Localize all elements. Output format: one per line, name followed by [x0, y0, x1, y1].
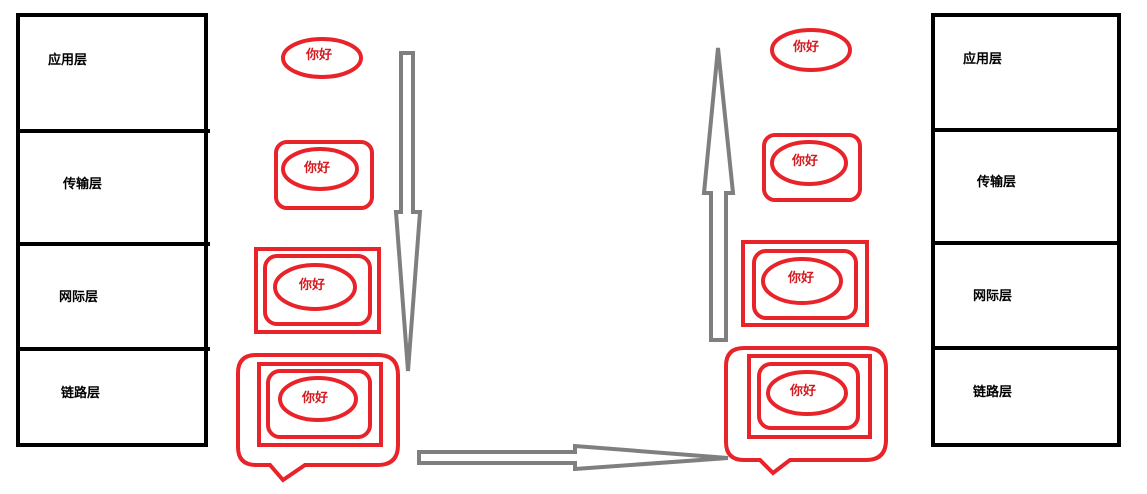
down-arrow-icon	[393, 51, 423, 372]
left-layer-stack: 应用层 传输层 网际层 链路层	[16, 13, 210, 447]
right-packet-transport-text: 你好	[791, 153, 818, 169]
flow-arrows	[393, 47, 736, 472]
left-layer-application-label: 应用层	[48, 52, 87, 68]
data-ellipse	[770, 28, 852, 72]
packet-texts: 你好 你好 你好 你好 你好 你好 你好 你好	[298, 39, 819, 406]
right-packet-internet-text: 你好	[787, 270, 814, 286]
data-ellipse	[273, 263, 357, 311]
internet-wrapper	[254, 247, 381, 334]
right-packet-application	[770, 28, 852, 72]
right-packet-application-text: 你好	[792, 39, 819, 55]
data-ellipse	[766, 370, 848, 416]
link-frame-bubble	[236, 353, 400, 483]
left-layer-transport-label: 传输层	[62, 176, 102, 192]
left-layer-internet-label: 网际层	[59, 290, 98, 305]
left-packet-transport	[274, 140, 374, 210]
right-packet-internet	[741, 240, 869, 327]
transport-wrapper	[752, 249, 858, 320]
right-stack-frame	[931, 13, 1121, 447]
left-layer-link-label: 链路层	[60, 385, 100, 401]
up-arrow-icon	[701, 47, 736, 342]
transport-wrapper	[762, 133, 862, 202]
left-packet-application-text: 你好	[305, 47, 332, 63]
internet-wrapper	[741, 240, 869, 327]
right-layer-application-label: 应用层	[963, 51, 1002, 67]
right-packets	[724, 28, 888, 476]
left-packet-link	[236, 353, 400, 483]
right-layer-internet-label: 网际层	[973, 289, 1012, 304]
right-arrow-icon	[417, 443, 729, 472]
right-packet-link	[724, 346, 888, 476]
transport-wrapper	[757, 362, 860, 430]
transport-wrapper	[263, 254, 372, 326]
left-packet-internet-text: 你好	[298, 277, 325, 293]
left-packet-transport-text: 你好	[303, 160, 330, 176]
data-ellipse	[281, 37, 363, 79]
data-ellipse	[770, 140, 848, 186]
right-layer-transport-label: 传输层	[976, 174, 1016, 190]
transport-wrapper	[274, 140, 374, 210]
right-layer-stack: 应用层 传输层 网际层 链路层	[931, 13, 1121, 447]
left-stack-frame	[16, 13, 208, 447]
data-ellipse	[761, 257, 843, 305]
data-ellipse	[281, 147, 359, 191]
left-packet-link-text: 你好	[301, 390, 328, 406]
left-packets	[236, 37, 400, 483]
transport-wrapper	[266, 369, 372, 439]
data-ellipse	[278, 376, 358, 422]
left-packet-application	[281, 37, 363, 79]
internet-wrapper	[747, 354, 872, 439]
right-layer-link-label: 链路层	[972, 384, 1012, 400]
internet-wrapper	[257, 362, 383, 447]
right-packet-link-text: 你好	[789, 383, 816, 399]
right-packet-transport	[762, 133, 862, 202]
link-frame-bubble	[724, 346, 888, 476]
left-packet-internet	[254, 247, 381, 334]
